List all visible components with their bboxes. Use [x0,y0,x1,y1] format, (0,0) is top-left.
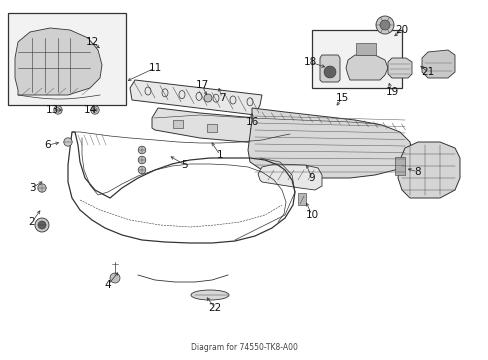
Polygon shape [421,50,454,78]
Text: 12: 12 [85,37,99,47]
Text: 13: 13 [45,105,59,115]
Text: 8: 8 [414,167,421,177]
Text: 20: 20 [395,25,408,35]
Circle shape [110,273,120,283]
Circle shape [138,156,145,164]
Circle shape [138,166,145,174]
Polygon shape [247,108,411,178]
Text: 1: 1 [216,150,223,160]
FancyBboxPatch shape [8,13,126,105]
Ellipse shape [191,290,228,300]
Circle shape [63,138,72,146]
Text: 11: 11 [148,63,162,73]
Text: 21: 21 [421,67,434,77]
Text: 4: 4 [104,280,111,290]
Bar [173,120,183,128]
Circle shape [38,184,46,192]
Bar [394,157,404,175]
Text: 18: 18 [303,57,316,67]
Polygon shape [15,28,102,95]
Polygon shape [319,55,339,82]
Polygon shape [258,164,321,190]
Text: 16: 16 [245,117,258,127]
Text: 6: 6 [44,140,51,150]
Circle shape [91,106,99,114]
Circle shape [138,146,145,154]
Circle shape [324,66,335,78]
Circle shape [379,20,389,30]
Text: 7: 7 [218,93,225,103]
Bar [289,132,299,140]
FancyBboxPatch shape [311,30,401,88]
Text: 5: 5 [182,160,188,170]
Polygon shape [346,55,387,80]
Text: 22: 22 [208,303,221,313]
Text: 9: 9 [308,173,315,183]
Circle shape [35,218,49,232]
Text: 10: 10 [305,210,318,220]
Text: 17: 17 [195,80,208,90]
Circle shape [54,106,62,114]
Text: 2: 2 [29,217,35,227]
Text: 19: 19 [385,87,398,97]
Polygon shape [152,108,379,148]
Polygon shape [397,142,459,198]
Bar [297,193,305,205]
Text: Diagram for 74550-TK8-A00: Diagram for 74550-TK8-A00 [190,343,297,352]
Bar [355,43,375,55]
Polygon shape [130,80,262,115]
Polygon shape [387,58,411,78]
Circle shape [38,221,46,229]
Text: 14: 14 [83,105,97,115]
Text: 15: 15 [335,93,348,103]
Circle shape [375,16,393,34]
Text: 3: 3 [29,183,35,193]
Bar [206,124,217,132]
Bar [249,128,260,136]
Circle shape [203,94,212,102]
